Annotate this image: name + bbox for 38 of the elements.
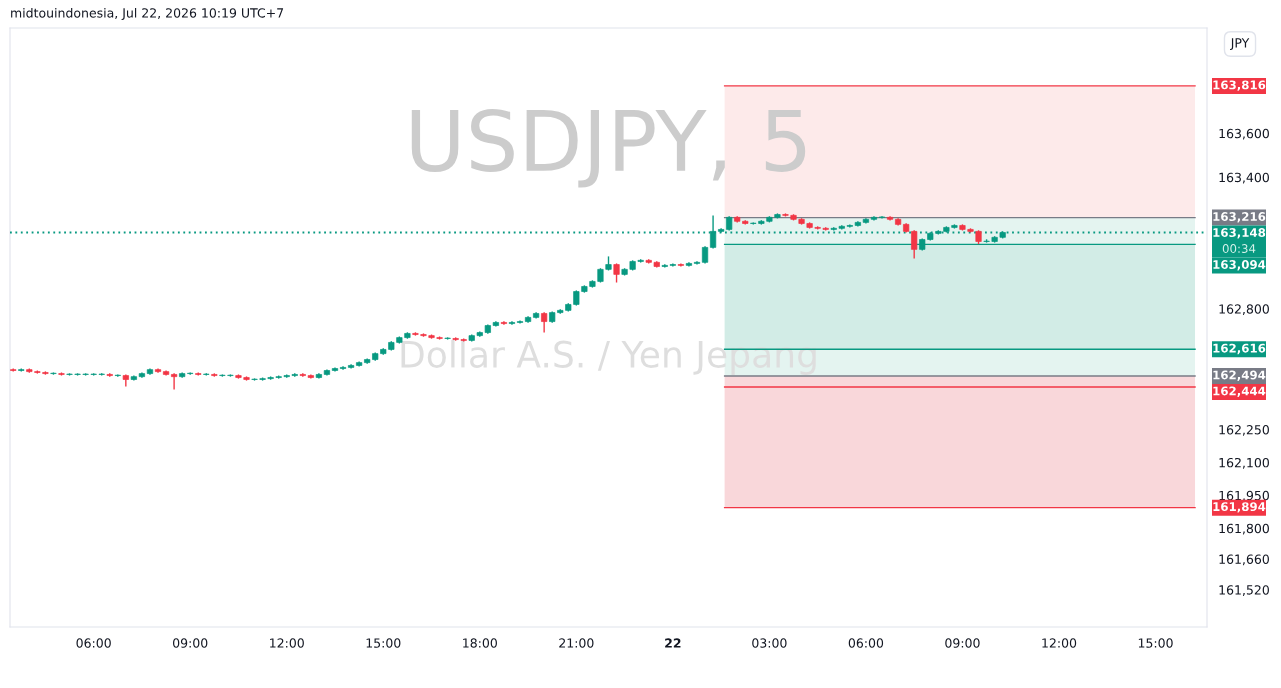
candlestick xyxy=(122,373,129,388)
y-tick-label: 163,600 xyxy=(1219,128,1269,140)
x-tick-label: 06:00 xyxy=(848,638,884,648)
y-tick-label: 161,950 xyxy=(1219,490,1269,502)
candlestick xyxy=(541,311,548,334)
text: midtouindonesia, Jul 22, 2026 10:19 UTC+7 xyxy=(11,7,284,20)
ref-line-label: 161,894 xyxy=(1213,502,1266,513)
ref-line-label: 163,216 xyxy=(1213,212,1266,223)
x-tick-label: 06:00 xyxy=(76,638,111,648)
ref-line-label: 163,816 xyxy=(1213,80,1266,91)
x-tick-label: 15:00 xyxy=(366,638,401,648)
x-tick-label: 09:00 xyxy=(173,638,208,648)
ref-line-label: 162,616 xyxy=(1213,343,1266,355)
x-tick-label: 15:00 xyxy=(1138,638,1173,648)
x-tick-label: 21:00 xyxy=(559,638,594,648)
ref-line-label: 162,444 xyxy=(1213,386,1266,397)
ref-line-label: 162,494 xyxy=(1213,370,1266,381)
y-tick-label: 162,250 xyxy=(1219,425,1269,436)
candlestick xyxy=(677,262,684,268)
y-tick-label: 162,800 xyxy=(1219,304,1269,316)
x-tick-label: 12:00 xyxy=(270,638,304,648)
candlestick xyxy=(171,372,178,391)
y-tick-label: 161,520 xyxy=(1219,585,1269,596)
x-tick-label: 03:00 xyxy=(752,638,787,648)
y-tick-label: 161,660 xyxy=(1219,554,1269,566)
y-tick-label: 163,400 xyxy=(1219,172,1269,184)
ref-line-label: 163,094 xyxy=(1213,260,1266,271)
y-tick-label: 161,800 xyxy=(1219,523,1269,535)
x-tick-label: 18:00 xyxy=(463,638,497,648)
ref-line-label: 163,148 xyxy=(1213,228,1266,239)
candlestick xyxy=(613,262,620,284)
text: 00:34 xyxy=(1222,244,1256,253)
y-tick-label: 162,100 xyxy=(1219,457,1269,469)
text: JPY xyxy=(1230,38,1250,50)
x-tick-label: 22 xyxy=(665,638,681,648)
x-tick-label: 09:00 xyxy=(945,638,980,648)
candlestick xyxy=(516,319,524,325)
x-tick-label: 12:00 xyxy=(1042,638,1077,648)
